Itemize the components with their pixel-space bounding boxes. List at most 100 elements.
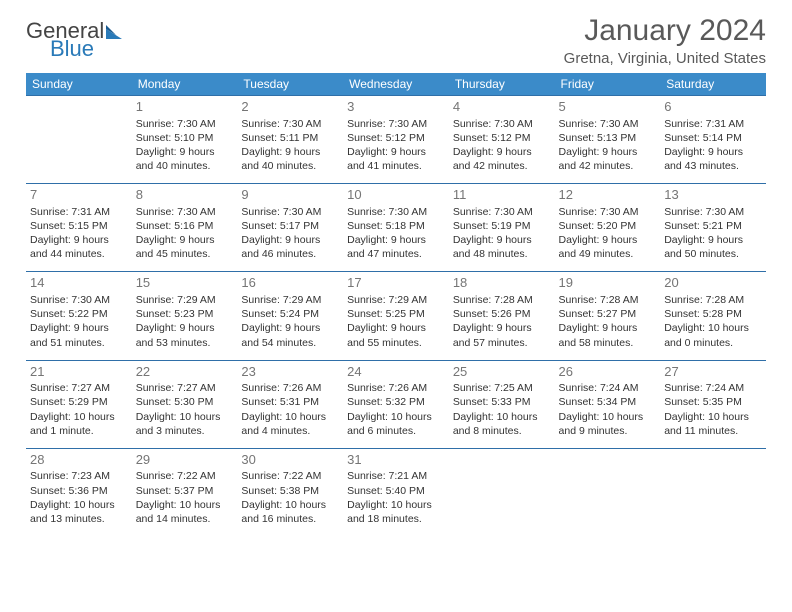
calendar-day-cell: 26Sunrise: 7:24 AMSunset: 5:34 PMDayligh… xyxy=(555,360,661,448)
daylight-text: Daylight: 10 hours and 14 minutes. xyxy=(136,498,234,526)
day-number: 5 xyxy=(559,98,657,116)
weekday-header: Saturday xyxy=(660,73,766,96)
calendar-week-row: 21Sunrise: 7:27 AMSunset: 5:29 PMDayligh… xyxy=(26,360,766,448)
day-number: 19 xyxy=(559,274,657,292)
sunrise-text: Sunrise: 7:31 AM xyxy=(664,117,762,131)
brand-triangle-icon xyxy=(106,25,124,39)
daylight-text: Daylight: 10 hours and 8 minutes. xyxy=(453,410,551,438)
weekday-header: Tuesday xyxy=(237,73,343,96)
sunset-text: Sunset: 5:19 PM xyxy=(453,219,551,233)
daylight-text: Daylight: 9 hours and 49 minutes. xyxy=(559,233,657,261)
day-number: 3 xyxy=(347,98,445,116)
page-title: January 2024 xyxy=(564,14,766,48)
sunset-text: Sunset: 5:40 PM xyxy=(347,484,445,498)
calendar-day-cell: 25Sunrise: 7:25 AMSunset: 5:33 PMDayligh… xyxy=(449,360,555,448)
sunrise-text: Sunrise: 7:30 AM xyxy=(347,205,445,219)
daylight-text: Daylight: 9 hours and 41 minutes. xyxy=(347,145,445,173)
sunset-text: Sunset: 5:32 PM xyxy=(347,395,445,409)
sunset-text: Sunset: 5:37 PM xyxy=(136,484,234,498)
weekday-header-row: SundayMondayTuesdayWednesdayThursdayFrid… xyxy=(26,73,766,96)
day-number: 15 xyxy=(136,274,234,292)
brand-part2: Blue xyxy=(50,36,124,62)
sunrise-text: Sunrise: 7:22 AM xyxy=(241,469,339,483)
daylight-text: Daylight: 10 hours and 6 minutes. xyxy=(347,410,445,438)
sunrise-text: Sunrise: 7:31 AM xyxy=(30,205,128,219)
calendar-day-cell: 13Sunrise: 7:30 AMSunset: 5:21 PMDayligh… xyxy=(660,184,766,272)
calendar-table: SundayMondayTuesdayWednesdayThursdayFrid… xyxy=(26,73,766,536)
calendar-empty-cell xyxy=(660,448,766,536)
sunrise-text: Sunrise: 7:30 AM xyxy=(241,117,339,131)
sunrise-text: Sunrise: 7:30 AM xyxy=(664,205,762,219)
day-number: 25 xyxy=(453,363,551,381)
calendar-day-cell: 3Sunrise: 7:30 AMSunset: 5:12 PMDaylight… xyxy=(343,96,449,184)
day-number: 10 xyxy=(347,186,445,204)
sunset-text: Sunset: 5:18 PM xyxy=(347,219,445,233)
sunrise-text: Sunrise: 7:30 AM xyxy=(136,205,234,219)
sunrise-text: Sunrise: 7:24 AM xyxy=(559,381,657,395)
daylight-text: Daylight: 10 hours and 0 minutes. xyxy=(664,321,762,349)
daylight-text: Daylight: 10 hours and 4 minutes. xyxy=(241,410,339,438)
sunrise-text: Sunrise: 7:30 AM xyxy=(559,117,657,131)
calendar-day-cell: 29Sunrise: 7:22 AMSunset: 5:37 PMDayligh… xyxy=(132,448,238,536)
day-number: 16 xyxy=(241,274,339,292)
calendar-day-cell: 30Sunrise: 7:22 AMSunset: 5:38 PMDayligh… xyxy=(237,448,343,536)
daylight-text: Daylight: 10 hours and 18 minutes. xyxy=(347,498,445,526)
calendar-day-cell: 21Sunrise: 7:27 AMSunset: 5:29 PMDayligh… xyxy=(26,360,132,448)
sunrise-text: Sunrise: 7:27 AM xyxy=(136,381,234,395)
calendar-day-cell: 19Sunrise: 7:28 AMSunset: 5:27 PMDayligh… xyxy=(555,272,661,360)
day-number: 30 xyxy=(241,451,339,469)
calendar-day-cell: 6Sunrise: 7:31 AMSunset: 5:14 PMDaylight… xyxy=(660,96,766,184)
sunrise-text: Sunrise: 7:21 AM xyxy=(347,469,445,483)
daylight-text: Daylight: 10 hours and 9 minutes. xyxy=(559,410,657,438)
calendar-day-cell: 18Sunrise: 7:28 AMSunset: 5:26 PMDayligh… xyxy=(449,272,555,360)
daylight-text: Daylight: 10 hours and 1 minute. xyxy=(30,410,128,438)
calendar-day-cell: 27Sunrise: 7:24 AMSunset: 5:35 PMDayligh… xyxy=(660,360,766,448)
sunrise-text: Sunrise: 7:30 AM xyxy=(241,205,339,219)
calendar-week-row: 7Sunrise: 7:31 AMSunset: 5:15 PMDaylight… xyxy=(26,184,766,272)
calendar-day-cell: 7Sunrise: 7:31 AMSunset: 5:15 PMDaylight… xyxy=(26,184,132,272)
daylight-text: Daylight: 10 hours and 11 minutes. xyxy=(664,410,762,438)
day-number: 29 xyxy=(136,451,234,469)
sunrise-text: Sunrise: 7:25 AM xyxy=(453,381,551,395)
sunset-text: Sunset: 5:25 PM xyxy=(347,307,445,321)
day-number: 13 xyxy=(664,186,762,204)
calendar-day-cell: 16Sunrise: 7:29 AMSunset: 5:24 PMDayligh… xyxy=(237,272,343,360)
day-number: 27 xyxy=(664,363,762,381)
sunset-text: Sunset: 5:16 PM xyxy=(136,219,234,233)
daylight-text: Daylight: 9 hours and 50 minutes. xyxy=(664,233,762,261)
daylight-text: Daylight: 9 hours and 55 minutes. xyxy=(347,321,445,349)
daylight-text: Daylight: 9 hours and 42 minutes. xyxy=(453,145,551,173)
sunrise-text: Sunrise: 7:22 AM xyxy=(136,469,234,483)
calendar-day-cell: 14Sunrise: 7:30 AMSunset: 5:22 PMDayligh… xyxy=(26,272,132,360)
sunset-text: Sunset: 5:33 PM xyxy=(453,395,551,409)
sunrise-text: Sunrise: 7:29 AM xyxy=(347,293,445,307)
calendar-week-row: 28Sunrise: 7:23 AMSunset: 5:36 PMDayligh… xyxy=(26,448,766,536)
daylight-text: Daylight: 9 hours and 57 minutes. xyxy=(453,321,551,349)
daylight-text: Daylight: 9 hours and 43 minutes. xyxy=(664,145,762,173)
sunrise-text: Sunrise: 7:30 AM xyxy=(559,205,657,219)
calendar-day-cell: 9Sunrise: 7:30 AMSunset: 5:17 PMDaylight… xyxy=(237,184,343,272)
sunrise-text: Sunrise: 7:26 AM xyxy=(241,381,339,395)
daylight-text: Daylight: 10 hours and 16 minutes. xyxy=(241,498,339,526)
sunset-text: Sunset: 5:11 PM xyxy=(241,131,339,145)
weekday-header: Thursday xyxy=(449,73,555,96)
day-number: 31 xyxy=(347,451,445,469)
weekday-header: Friday xyxy=(555,73,661,96)
sunset-text: Sunset: 5:12 PM xyxy=(453,131,551,145)
sunset-text: Sunset: 5:27 PM xyxy=(559,307,657,321)
day-number: 8 xyxy=(136,186,234,204)
sunset-text: Sunset: 5:34 PM xyxy=(559,395,657,409)
day-number: 21 xyxy=(30,363,128,381)
sunset-text: Sunset: 5:26 PM xyxy=(453,307,551,321)
sunset-text: Sunset: 5:28 PM xyxy=(664,307,762,321)
day-number: 11 xyxy=(453,186,551,204)
calendar-day-cell: 8Sunrise: 7:30 AMSunset: 5:16 PMDaylight… xyxy=(132,184,238,272)
daylight-text: Daylight: 9 hours and 48 minutes. xyxy=(453,233,551,261)
sunrise-text: Sunrise: 7:30 AM xyxy=(30,293,128,307)
daylight-text: Daylight: 9 hours and 40 minutes. xyxy=(241,145,339,173)
sunset-text: Sunset: 5:35 PM xyxy=(664,395,762,409)
daylight-text: Daylight: 9 hours and 46 minutes. xyxy=(241,233,339,261)
sunset-text: Sunset: 5:17 PM xyxy=(241,219,339,233)
calendar-body: 1Sunrise: 7:30 AMSunset: 5:10 PMDaylight… xyxy=(26,96,766,537)
weekday-header: Wednesday xyxy=(343,73,449,96)
